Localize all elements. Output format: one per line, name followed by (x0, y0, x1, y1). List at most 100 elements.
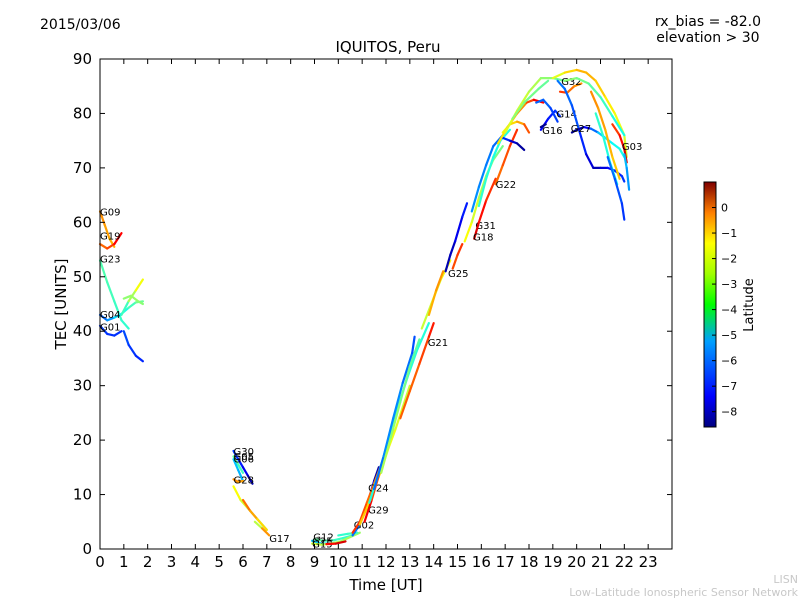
series-segment (542, 98, 552, 110)
series-segment (401, 384, 411, 409)
series-segment (113, 300, 123, 322)
series-segment (587, 82, 602, 99)
series-segment (401, 351, 414, 384)
series-segment (449, 240, 457, 257)
x-tick-label: 7 (262, 553, 272, 571)
series-segment (549, 106, 559, 123)
series-g19 (98, 232, 123, 250)
series-label: G27 (571, 124, 591, 135)
y-axis: 0 10 20 30 40 50 60 70 80 90 (73, 50, 672, 558)
series-label: G31 (475, 221, 495, 232)
x-axis-label: Time [UT] (348, 576, 422, 594)
series-unlabeled (380, 338, 421, 474)
series-segment (546, 109, 557, 121)
x-tick-label: 6 (238, 553, 248, 571)
series-segment (351, 523, 361, 537)
series-segment (611, 123, 621, 137)
series-segment (415, 322, 430, 352)
series-segment (577, 128, 588, 156)
series-segment (454, 215, 464, 243)
series-g27 (570, 125, 626, 159)
series-unlabeled (589, 90, 621, 180)
series-segment (232, 458, 240, 472)
series-segment (325, 542, 338, 546)
series-unlabeled (504, 76, 566, 134)
x-tick-label: 8 (286, 553, 296, 571)
series-segment (585, 71, 597, 82)
x-tick-label: 20 (567, 553, 586, 571)
series-segment (98, 243, 109, 250)
series-unlabeled (606, 155, 626, 221)
series-segment (237, 463, 245, 474)
series-segment (499, 128, 511, 142)
series-unlabeled (373, 335, 416, 491)
series-segment (98, 313, 109, 322)
colorbar-gradient (703, 181, 717, 428)
series-segment (589, 90, 600, 110)
series-segment (551, 76, 566, 82)
colorbar-tick-label: −4 (721, 304, 737, 317)
series-unlabeled (122, 330, 144, 363)
series-segment (253, 520, 264, 530)
series-label: G24 (368, 484, 388, 495)
series-segment (98, 259, 109, 284)
series-segment (501, 136, 511, 142)
series-segment (523, 123, 531, 134)
x-tick-label: 23 (639, 553, 658, 571)
y-tick-label: 80 (73, 104, 92, 122)
series-unlabeled (477, 128, 511, 208)
series-g18 (473, 177, 497, 240)
series-segment (122, 294, 133, 300)
series-segment (237, 469, 245, 482)
series-segment (523, 87, 540, 104)
rx-bias-label: rx_bias = -82.0 (654, 14, 761, 30)
series-g25 (444, 202, 469, 273)
series-segment (311, 542, 323, 546)
series-unlabeled (563, 76, 626, 137)
colorbar-tick-label: −2 (721, 253, 737, 266)
series-segment (606, 155, 616, 180)
series-unlabeled (623, 153, 631, 191)
series-segment (618, 134, 626, 150)
y-tick-label: 20 (73, 431, 92, 449)
series-segment (408, 338, 421, 368)
bias-info: rx_bias = -82.0 elevation > 30 (655, 14, 761, 46)
series-segment (570, 104, 581, 131)
series-segment (565, 85, 576, 94)
series-segment (613, 177, 624, 205)
series-segment (539, 123, 547, 129)
org-short: LISN (773, 573, 798, 586)
series-unlabeled (556, 79, 626, 183)
series-segment (473, 221, 480, 240)
series-label: G04 (100, 310, 120, 321)
series-segment (408, 362, 421, 393)
series-segment (527, 76, 543, 93)
series-segment (456, 243, 464, 257)
series-label: G28 (234, 475, 254, 486)
x-tick-label: 14 (424, 553, 443, 571)
series-segment (380, 436, 392, 474)
series-segment (127, 301, 137, 309)
series-segment (106, 281, 116, 303)
elevation-label: elevation > 30 (656, 30, 760, 46)
series-segment (120, 300, 130, 316)
series-segment (113, 330, 123, 337)
x-tick-label: 16 (472, 553, 491, 571)
series-segment (515, 120, 526, 126)
x-tick-label: 11 (353, 553, 372, 571)
series-segment (427, 289, 438, 316)
series-g17 (253, 520, 271, 537)
series-segment (501, 145, 511, 167)
series-segment (339, 535, 352, 543)
x-tick-label: 2 (143, 553, 153, 571)
series-segment (363, 498, 373, 523)
series-unlabeled (122, 294, 144, 306)
colorbar-tick-label: −5 (721, 329, 737, 342)
series-segment (575, 125, 585, 131)
series-segment (470, 196, 480, 224)
colorbar-tick-label: 0 (721, 202, 728, 215)
series-segment (98, 324, 109, 335)
series-segment (129, 294, 140, 303)
series-segment (373, 455, 385, 491)
